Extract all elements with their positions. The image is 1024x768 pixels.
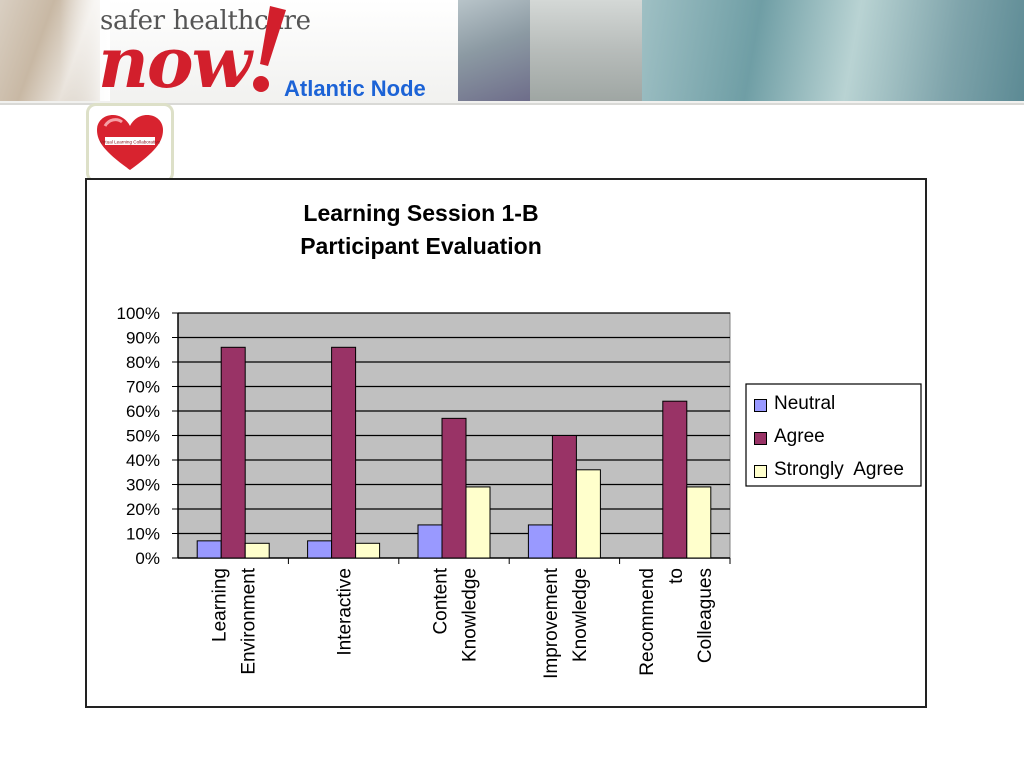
bar-agree xyxy=(551,435,577,559)
y-tick-label: 70% xyxy=(126,378,160,397)
category-label: Environment xyxy=(239,567,260,674)
category-label: Content xyxy=(431,567,452,634)
bar-agree xyxy=(441,417,467,559)
bar-agree xyxy=(331,346,357,559)
heart-icon: Virtual Learning Collaborative xyxy=(97,115,163,170)
bar-agree xyxy=(220,346,246,559)
chart-title-line-2: Participant Evaluation xyxy=(300,233,542,259)
bar-neutral xyxy=(196,540,222,559)
y-tick-label: 50% xyxy=(126,427,160,446)
bar-strongly-agree xyxy=(465,486,491,559)
y-tick-label: 30% xyxy=(126,476,160,495)
category-label: Improvement xyxy=(541,567,562,679)
legend-swatch-strongly-agree xyxy=(754,465,767,478)
collaborative-logo: Virtual Learning Collaborative xyxy=(86,103,174,183)
category-label: Knowledge xyxy=(570,568,591,662)
pharmacist-photo xyxy=(530,0,642,101)
banner-fade xyxy=(60,0,110,101)
y-tick-label: 20% xyxy=(126,500,160,519)
y-tick-label: 100% xyxy=(117,304,160,323)
bar-strongly-agree xyxy=(686,486,712,559)
legend-swatch-agree xyxy=(754,432,767,445)
category-label: to xyxy=(666,568,687,584)
legend-box xyxy=(745,383,922,487)
y-tick-label: 10% xyxy=(126,525,160,544)
category-label: Interactive xyxy=(335,568,356,656)
category-label: Recommend xyxy=(637,568,658,676)
legend-swatch-neutral xyxy=(754,399,767,412)
nurse-photo xyxy=(458,0,530,101)
bar-neutral xyxy=(307,540,333,559)
bar-neutral xyxy=(527,524,553,559)
bar-neutral xyxy=(417,524,443,559)
legend-label-strongly-agree: Strongly Agree xyxy=(774,459,904,480)
exclamation-icon xyxy=(253,6,286,92)
category-label: Colleagues xyxy=(695,568,716,663)
surgery-photo xyxy=(642,0,1024,101)
legend-label-agree: Agree xyxy=(774,426,825,447)
category-label: Knowledge xyxy=(460,568,481,662)
y-tick-label: 0% xyxy=(135,549,160,568)
legend-label-neutral: Neutral xyxy=(774,393,836,414)
y-tick-label: 80% xyxy=(126,353,160,372)
node-label: Atlantic Node xyxy=(284,76,426,101)
y-tick-label: 60% xyxy=(126,402,160,421)
bar-agree xyxy=(662,400,688,559)
y-tick-label: 90% xyxy=(126,329,160,348)
logo-text: Virtual Learning Collaborative xyxy=(100,140,161,145)
brand-now: now xyxy=(98,21,252,104)
y-tick-label: 40% xyxy=(126,451,160,470)
bar-strongly-agree xyxy=(355,542,381,559)
bar-strongly-agree xyxy=(575,469,601,559)
header-banner: safer healthcare now Atlantic Node xyxy=(0,0,1024,105)
chart-title-line-1: Learning Session 1-B xyxy=(303,200,539,226)
category-label: Learning xyxy=(210,568,231,642)
bar-strongly-agree xyxy=(244,542,270,559)
